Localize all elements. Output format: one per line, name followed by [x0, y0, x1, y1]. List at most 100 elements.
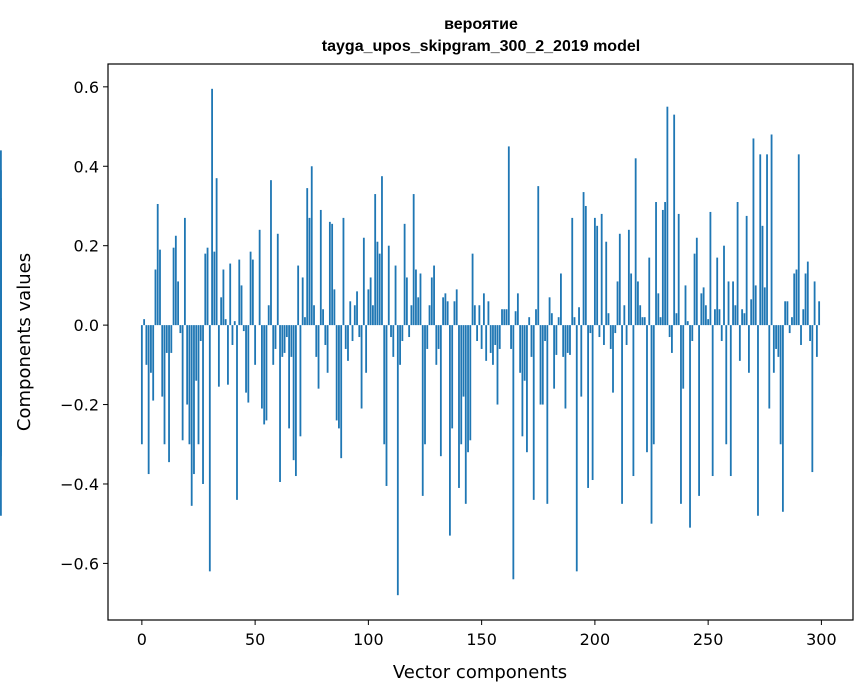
bar	[242, 325, 245, 332]
bar	[546, 325, 549, 504]
bar	[675, 313, 678, 326]
bar	[671, 325, 673, 353]
bar	[666, 106, 669, 326]
bar	[716, 257, 719, 326]
bar	[190, 325, 193, 506]
bar	[689, 325, 691, 528]
bar	[612, 325, 614, 393]
bar	[306, 188, 309, 326]
bar	[632, 325, 635, 477]
bar	[358, 325, 361, 338]
bar	[428, 305, 431, 326]
bar	[165, 325, 168, 353]
bar	[410, 305, 413, 326]
bar	[476, 325, 479, 342]
bar	[435, 325, 438, 365]
bar	[261, 325, 263, 409]
bar	[276, 233, 279, 326]
bar	[526, 325, 528, 453]
bar	[659, 317, 662, 326]
bar	[743, 313, 746, 326]
bar	[301, 277, 304, 326]
bar	[673, 114, 676, 326]
bar	[745, 215, 748, 326]
bar	[698, 325, 700, 496]
bar	[815, 325, 818, 357]
bar	[319, 209, 322, 326]
bar	[152, 325, 155, 401]
y-tick-label: −0.6	[60, 554, 99, 573]
bar	[802, 309, 805, 326]
y-tick-label: −0.4	[60, 475, 99, 494]
bar	[231, 325, 234, 345]
bar	[181, 325, 184, 441]
bar	[211, 88, 213, 326]
bar	[0, 325, 2, 425]
bar	[732, 281, 734, 326]
bar	[646, 325, 648, 453]
bar	[455, 289, 458, 326]
bar	[154, 269, 157, 326]
bar	[537, 186, 540, 326]
bar	[177, 281, 180, 326]
bar	[596, 225, 599, 326]
bar	[754, 285, 757, 326]
bar	[804, 273, 807, 326]
bar	[383, 325, 386, 445]
bar	[702, 287, 705, 326]
bar	[446, 301, 449, 326]
bar	[607, 313, 610, 326]
bar	[412, 194, 415, 326]
x-tick-label: 50	[245, 630, 265, 649]
bar	[351, 325, 354, 342]
bar	[643, 317, 646, 326]
bar	[254, 325, 257, 365]
bar	[199, 325, 202, 342]
bar	[535, 309, 537, 326]
bar	[714, 309, 716, 326]
bar	[0, 309, 2, 326]
bar	[143, 319, 146, 326]
bar	[172, 247, 175, 326]
bar	[310, 166, 313, 326]
bar	[473, 305, 476, 326]
bar	[315, 325, 318, 357]
bar	[279, 325, 281, 482]
bar	[374, 194, 377, 326]
bar	[245, 325, 247, 393]
bar	[573, 317, 576, 326]
bar	[627, 229, 630, 326]
bar	[265, 325, 268, 421]
bar	[544, 325, 546, 342]
bar	[344, 325, 347, 349]
bar	[451, 325, 454, 429]
bar	[208, 325, 211, 572]
bar	[168, 325, 170, 463]
bar	[290, 325, 293, 357]
bar	[797, 154, 800, 326]
x-tick-label: 100	[353, 630, 384, 649]
bar	[0, 198, 2, 326]
bar	[378, 253, 381, 326]
bar	[725, 325, 728, 445]
bar	[335, 325, 338, 421]
bar	[399, 325, 401, 365]
bar	[0, 325, 2, 353]
bar	[213, 251, 216, 326]
bar	[661, 209, 664, 326]
bar	[449, 325, 451, 536]
bar	[161, 325, 164, 397]
bar	[523, 325, 526, 381]
bar	[430, 277, 433, 326]
bar	[648, 257, 651, 326]
bar	[587, 325, 589, 488]
bar	[322, 309, 324, 326]
y-tick-label: 0.0	[74, 316, 99, 335]
bar	[566, 325, 569, 353]
bar	[541, 325, 544, 405]
bar	[664, 202, 667, 326]
bar	[281, 325, 284, 357]
bar	[784, 301, 787, 326]
x-tick-label: 250	[693, 630, 724, 649]
bar	[313, 305, 315, 326]
